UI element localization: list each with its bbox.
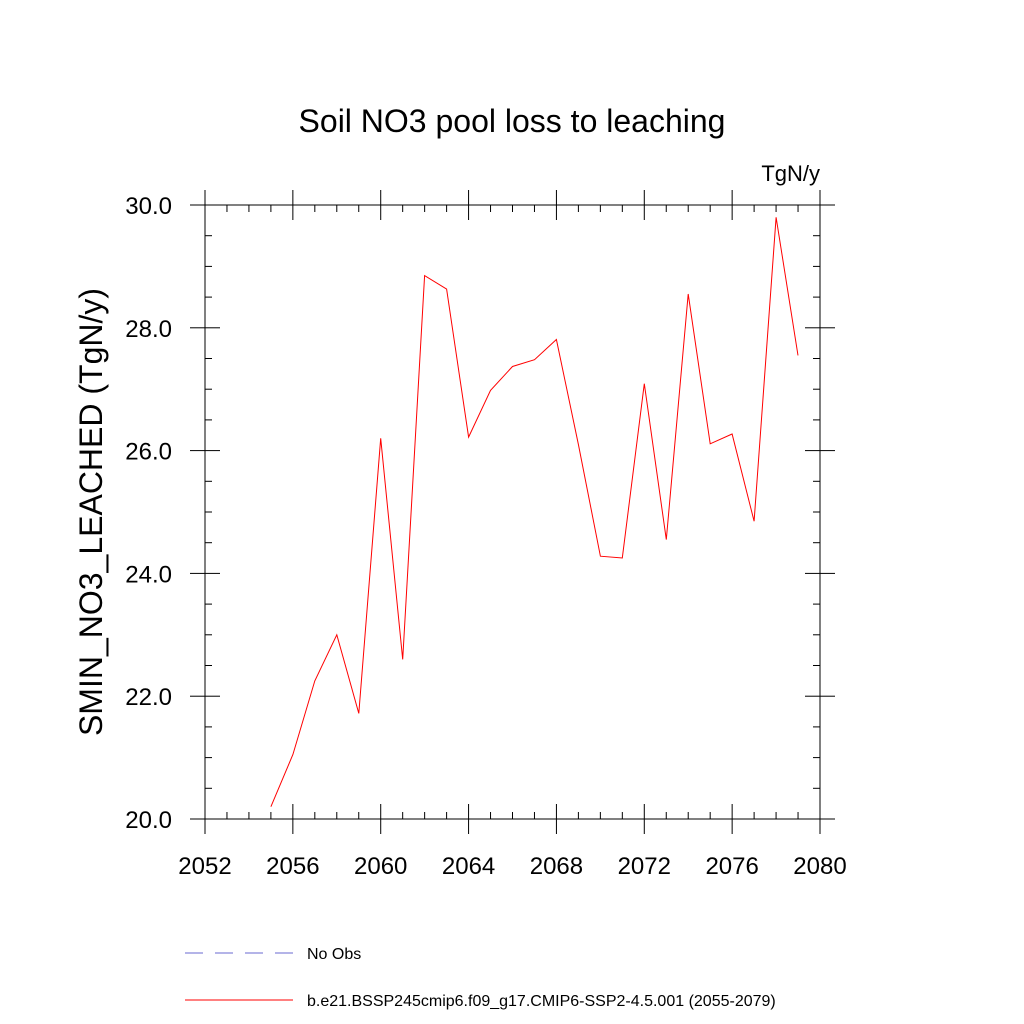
x-tick-label: 2060 (354, 853, 407, 880)
axis-ticks (190, 190, 835, 834)
x-tick-label: 2080 (793, 853, 846, 880)
y-tick-label: 28.0 (125, 316, 172, 343)
y-tick-label: 24.0 (125, 561, 172, 588)
legend: No Obs b.e21.BSSP245cmip6.f09_g17.CMIP6-… (185, 946, 776, 1010)
y-axis-label: SMIN_NO3_LEACHED (TgN/y) (73, 288, 109, 736)
data-series (270, 217, 799, 807)
x-tick-label: 2052 (178, 853, 231, 880)
x-tick-label: 2072 (618, 853, 671, 880)
plot-frame (204, 204, 821, 820)
x-tick-label: 2056 (266, 853, 319, 880)
x-tick-label: 2076 (705, 853, 758, 880)
legend-label-model: b.e21.BSSP245cmip6.f09_g17.CMIP6-SSP2-4.… (307, 993, 776, 1010)
y-tick-labels: 20.0 22.0 24.0 26.0 28.0 30.0 (125, 193, 172, 834)
x-tick-label: 2068 (530, 853, 583, 880)
series-line (270, 217, 799, 807)
y-tick-label: 30.0 (125, 193, 172, 220)
y-tick-label: 20.0 (125, 807, 172, 834)
y-tick-label: 22.0 (125, 684, 172, 711)
units-label: TgN/y (761, 161, 820, 186)
x-tick-labels: 2052 2056 2060 2064 2068 2072 2076 2080 (178, 853, 846, 880)
y-tick-label: 26.0 (125, 439, 172, 466)
chart-title: Soil NO3 pool loss to leaching (299, 103, 726, 139)
x-tick-label: 2064 (442, 853, 495, 880)
legend-label-no-obs: No Obs (307, 946, 361, 963)
